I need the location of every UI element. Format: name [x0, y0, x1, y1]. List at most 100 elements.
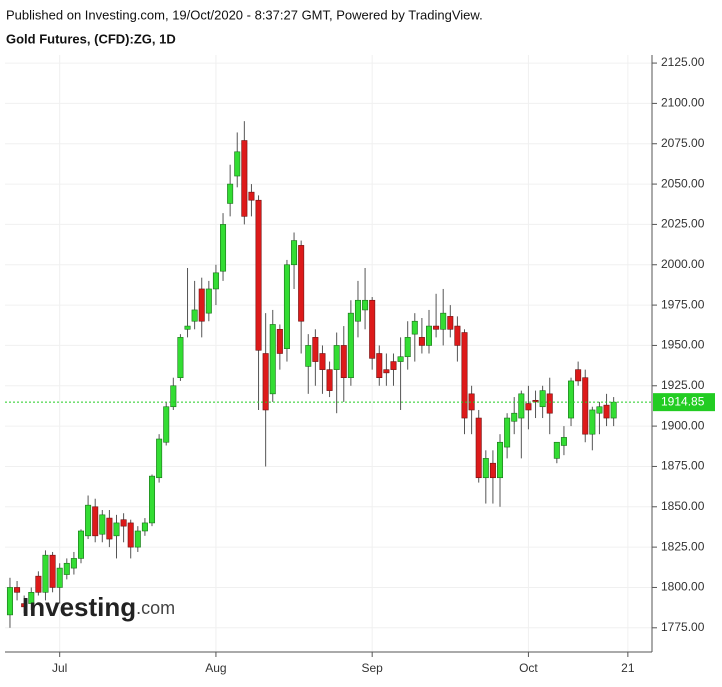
logo: Investing.com — [22, 592, 175, 622]
candle-body — [70, 558, 77, 569]
candle-body — [35, 575, 42, 593]
candle-body — [248, 191, 255, 201]
candle-body — [28, 591, 35, 604]
y-tick-label: 1950.00 — [661, 338, 705, 352]
candle-body — [553, 441, 560, 459]
candle-body — [262, 353, 269, 411]
candle-body — [205, 288, 212, 314]
candle-body — [425, 325, 432, 346]
source-note: Published on Investing.com, 19/Oct/2020 … — [6, 7, 483, 22]
price-tag — [653, 393, 715, 412]
candle-body — [340, 345, 347, 379]
candle-body — [568, 380, 575, 419]
candle-body — [539, 390, 546, 408]
x-tick-label: Jul — [52, 661, 67, 675]
candle-body — [582, 377, 589, 435]
candle-body — [220, 224, 227, 272]
candle-body — [170, 385, 177, 408]
candle-body — [326, 369, 333, 391]
candle-body — [333, 345, 340, 370]
candle-body — [390, 361, 397, 370]
candle-body — [177, 337, 184, 379]
chart-title: Gold Futures, (CFD):ZG, 1D — [6, 31, 176, 46]
candle-body — [440, 312, 447, 330]
candle-body — [454, 325, 461, 346]
candle-body — [312, 337, 319, 362]
candle-body — [497, 441, 504, 479]
candle-body — [518, 393, 525, 419]
logo-name: Investing — [22, 592, 136, 622]
candle-body — [589, 409, 596, 435]
candle-body — [212, 272, 219, 290]
candle-body — [49, 554, 56, 588]
candle-body — [347, 312, 354, 379]
candle-body — [14, 587, 21, 593]
candle-body — [489, 462, 496, 479]
candle-body — [397, 356, 404, 362]
candle-body — [369, 299, 376, 359]
candle-body — [482, 458, 489, 479]
candle-body — [575, 369, 582, 382]
price-tag-label: 1914.85 — [661, 394, 705, 408]
candle-body — [156, 438, 163, 479]
candle-body — [362, 299, 369, 311]
y-tick-label: 1875.00 — [661, 459, 705, 473]
candle-body — [305, 345, 312, 367]
candle-body — [610, 401, 617, 419]
y-tick-label: 1900.00 — [661, 418, 705, 432]
candle-body — [546, 393, 553, 414]
candle-body — [77, 530, 84, 559]
candle-body — [163, 406, 170, 443]
candle-body — [120, 519, 127, 527]
candle-body — [291, 240, 298, 266]
candle-body — [603, 404, 610, 419]
candle-body — [106, 517, 113, 540]
candle-body — [525, 403, 532, 411]
candle-body — [447, 316, 454, 330]
candle-body — [404, 337, 411, 358]
candle-body — [383, 369, 390, 374]
candle-body — [85, 504, 92, 537]
candle-body — [241, 140, 248, 217]
candle-body — [461, 332, 468, 419]
y-tick-label: 2125.00 — [661, 55, 705, 69]
candle-body — [191, 309, 198, 322]
candle-body — [511, 412, 518, 422]
candle-body — [134, 530, 141, 548]
candle-body — [560, 437, 567, 446]
x-tick-label: 21 — [621, 661, 635, 675]
y-tick-label: 2050.00 — [661, 176, 705, 190]
x-tick-label: Sep — [361, 661, 383, 675]
y-tick-label: 2000.00 — [661, 257, 705, 271]
y-tick-label: 1825.00 — [661, 539, 705, 553]
candle-body — [298, 245, 305, 322]
candle-body — [149, 475, 156, 524]
candle-body — [56, 567, 63, 588]
candle-body — [504, 417, 511, 448]
candle-body — [411, 320, 418, 335]
candle-body — [234, 151, 241, 177]
candle-body — [92, 506, 99, 537]
candle-body — [276, 328, 283, 354]
y-tick-label: 1975.00 — [661, 297, 705, 311]
y-tick-label: 1775.00 — [661, 620, 705, 634]
y-tick-label: 1850.00 — [661, 499, 705, 513]
candle-body — [596, 406, 603, 414]
candle-body — [127, 522, 134, 548]
candle-body — [99, 514, 106, 535]
x-tick-label: Aug — [205, 661, 226, 675]
y-tick-label: 2025.00 — [661, 217, 705, 231]
candle-body — [227, 183, 234, 204]
candle-body — [269, 324, 276, 395]
candle-body — [418, 337, 425, 346]
candle-body — [319, 353, 326, 370]
candle-body — [42, 554, 49, 593]
candle-body — [255, 199, 262, 351]
candle-body — [475, 417, 482, 479]
y-tick-label: 1800.00 — [661, 580, 705, 594]
x-tick-label: Oct — [519, 661, 538, 675]
logo-suffix: .com — [136, 598, 175, 618]
candle-body — [354, 299, 361, 322]
candle-body — [21, 603, 28, 608]
